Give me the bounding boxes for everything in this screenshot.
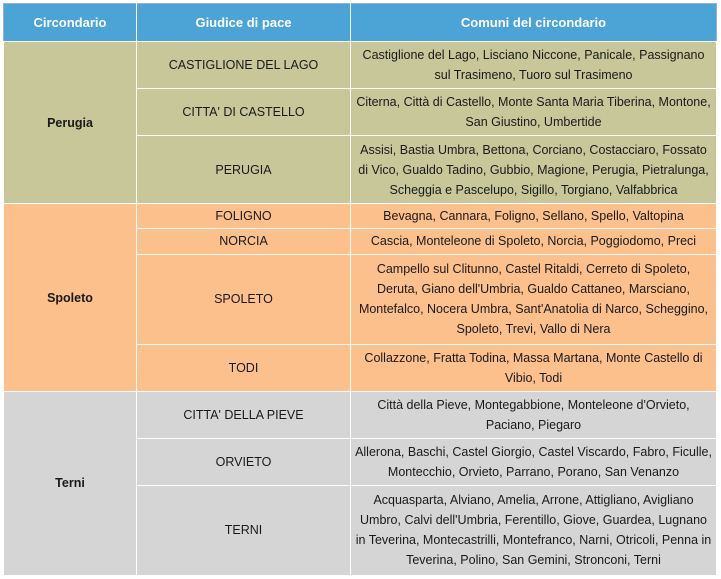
table-row: ORVIETO Allerona, Baschi, Castel Giorgio… [4,437,717,486]
table-row: Perugia CASTIGLIONE DEL LAGO Castiglione… [3,40,717,205]
comuni-cell: Castiglione del Lago, Lisciano Niccone, … [350,41,717,89]
header-circondario: Circondario [3,3,137,42]
table-row: PERUGIA Assisi, Bastia Umbra, Bettona, C… [4,134,717,205]
giudice-cell: NORCIA [136,228,351,255]
comuni-cell: Cascia, Monteleone di Spoleto, Norcia, P… [350,228,717,255]
giudice-cell: PERUGIA [136,134,351,205]
comuni-cell: Città della Pieve, Montegabbione, Montel… [350,390,717,439]
giudice-cell: ORVIETO [136,437,351,486]
header-comuni: Comuni del circondario [350,3,717,42]
table-header-row: Circondario Giudice di pace Comuni del c… [3,3,717,42]
circondario-perugia: Perugia [3,40,137,205]
giudice-cell: CITTA' DI CASTELLO [136,87,351,136]
circondario-terni: Terni [3,390,137,577]
header-giudice: Giudice di pace [136,3,351,42]
circondari-table: Circondario Giudice di pace Comuni del c… [3,3,717,577]
comuni-cell: Campello sul Clitunno, Castel Ritaldi, C… [350,253,717,345]
table-row: CITTA' DI CASTELLO Citerna, Città di Cas… [4,87,717,136]
comuni-cell: Bevagna, Cannara, Foligno, Sellano, Spel… [350,203,717,230]
giudice-cell: CITTA' DELLA PIEVE [136,390,351,439]
circondario-spoleto: Spoleto [3,203,137,392]
giudice-cell: SPOLETO [136,253,351,345]
table-row: Spoleto FOLIGNO Bevagna, Cannara, Folign… [3,203,717,392]
comuni-cell: Collazzone, Fratta Todina, Massa Martana… [350,343,717,392]
giudice-cell: FOLIGNO [136,203,351,230]
table-row: TERNI Acquasparta, Alviano, Amelia, Arro… [4,484,717,577]
comuni-cell: Acquasparta, Alviano, Amelia, Arrone, At… [350,484,717,577]
giudice-cell: TERNI [136,484,351,577]
table-row: SPOLETO Campello sul Clitunno, Castel Ri… [4,253,717,345]
giudice-cell: TODI [136,343,351,392]
table-row: Terni CITTA' DELLA PIEVE Città della Pie… [3,390,717,577]
comuni-cell: Allerona, Baschi, Castel Giorgio, Castel… [350,437,717,486]
giudice-cell: CASTIGLIONE DEL LAGO [136,41,351,89]
comuni-cell: Assisi, Bastia Umbra, Bettona, Corciano,… [350,134,717,205]
comuni-cell: Citerna, Città di Castello, Monte Santa … [350,87,717,136]
